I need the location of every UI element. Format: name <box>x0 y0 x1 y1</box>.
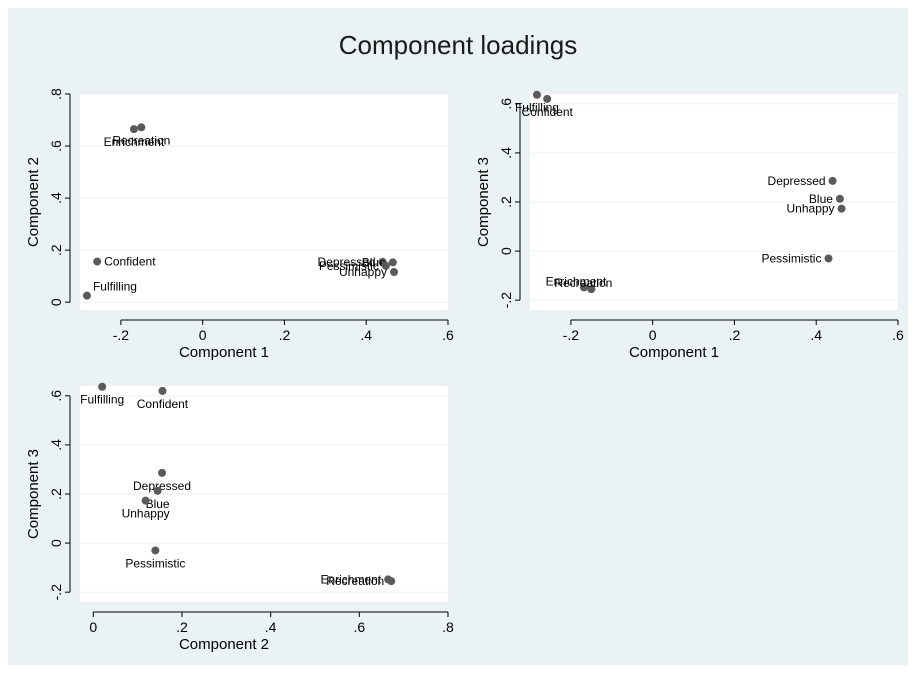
y-tick-label: .4 <box>48 439 64 451</box>
data-point <box>579 283 588 292</box>
y-tick-label: .2 <box>48 488 64 500</box>
y-axis-title: Component 3 <box>475 157 492 247</box>
x-axis-title: Component 1 <box>629 344 719 361</box>
y-tick-label: .6 <box>498 98 514 110</box>
data-point <box>587 285 596 294</box>
scatter-panel-component2-vs-component3: 0 .2 .4 .6 .8 -.2 0 .2 .4 .6 Component 2 Component … <box>25 382 454 653</box>
figure-canvas: Component loadings -.2 0 .2 .4 .6 0 .2 .4 .6 .8 Co… <box>8 8 908 665</box>
x-tick-label: .4 <box>360 327 372 343</box>
y-tick-label: -.2 <box>48 584 64 601</box>
y-tick-label: 0 <box>498 247 514 255</box>
data-point <box>835 194 844 203</box>
data-point <box>141 496 150 505</box>
figure-title: Component loadings <box>338 30 578 60</box>
y-tick-label: .6 <box>48 390 64 402</box>
x-tick-label: .8 <box>442 619 454 635</box>
point-label: Enrichment <box>546 274 607 288</box>
x-tick-label: .2 <box>729 327 741 343</box>
scatter-panel-component1-vs-component3: -.2 0 .2 .4 .6 -.2 0 .2 .4 .6 Component 1 Component… <box>475 90 904 361</box>
x-tick-label: .4 <box>810 327 822 343</box>
y-tick-label: .4 <box>498 147 514 159</box>
data-point <box>828 176 837 185</box>
point-label: Depressed <box>318 255 376 269</box>
point-label: Confident <box>137 397 189 411</box>
x-tick-label: 0 <box>649 327 657 343</box>
y-tick-label: .6 <box>48 140 64 152</box>
x-tick-label: .2 <box>279 327 291 343</box>
x-tick-label: -.2 <box>113 327 130 343</box>
data-point <box>390 268 399 277</box>
point-label: Blue <box>146 497 170 511</box>
y-tick-label: -.2 <box>498 292 514 309</box>
x-axis-title: Component 2 <box>179 636 269 653</box>
point-label: Recreation <box>326 574 384 588</box>
point-label: Pessimistic <box>761 251 821 265</box>
point-label: Fulfilling <box>93 280 137 294</box>
point-label: Blue <box>809 192 833 206</box>
x-tick-label: -.2 <box>563 327 580 343</box>
data-point <box>82 291 91 300</box>
data-point <box>824 254 833 263</box>
y-tick-label: .8 <box>48 88 64 100</box>
point-label: Pessimistic <box>319 259 379 273</box>
data-point <box>129 125 138 134</box>
data-point <box>151 546 160 555</box>
data-point <box>158 386 167 395</box>
x-tick-label: 0 <box>199 327 207 343</box>
point-label: Unhappy <box>122 507 170 521</box>
data-point <box>158 468 167 477</box>
point-label: Unhappy <box>339 265 387 279</box>
y-tick-label: .2 <box>48 244 64 256</box>
point-label: Unhappy <box>787 202 835 216</box>
data-point <box>137 123 146 132</box>
point-label: Recreation <box>112 133 170 147</box>
data-point <box>532 90 541 99</box>
y-axis-title: Component 2 <box>25 157 42 247</box>
x-axis-title: Component 1 <box>179 344 269 361</box>
x-tick-label: .6 <box>442 327 454 343</box>
point-label: Enrichment <box>320 572 381 586</box>
scatter-panel-component1-vs-component2: -.2 0 .2 .4 .6 0 .2 .4 .6 .8 Component 1 Component … <box>25 88 454 361</box>
point-label: Blue <box>362 255 386 269</box>
data-point <box>153 486 162 495</box>
point-label: Depressed <box>768 174 826 188</box>
point-label: Fulfilling <box>80 393 124 407</box>
data-point <box>387 577 396 586</box>
x-tick-label: 0 <box>89 619 97 635</box>
point-label: Recreation <box>554 276 612 290</box>
point-label: Enrichment <box>104 135 165 149</box>
point-label: Pessimistic <box>125 556 185 570</box>
point-label: Depressed <box>133 479 191 493</box>
data-point <box>93 257 102 266</box>
x-tick-label: .6 <box>353 619 365 635</box>
y-tick-label: .2 <box>498 196 514 208</box>
y-tick-label: 0 <box>48 298 64 306</box>
point-label: Confident <box>521 105 573 119</box>
x-tick-label: .2 <box>176 619 188 635</box>
data-point <box>388 258 397 267</box>
y-axis-title: Component 3 <box>25 449 42 539</box>
point-label: Confident <box>104 255 156 269</box>
data-point <box>543 94 552 103</box>
x-tick-label: .6 <box>892 327 904 343</box>
point-label: Fulfilling <box>515 101 559 115</box>
x-tick-label: .4 <box>265 619 277 635</box>
data-point <box>98 382 107 391</box>
y-tick-label: .4 <box>48 192 64 204</box>
y-tick-label: 0 <box>48 539 64 547</box>
data-point <box>381 261 390 270</box>
data-point <box>837 204 846 213</box>
